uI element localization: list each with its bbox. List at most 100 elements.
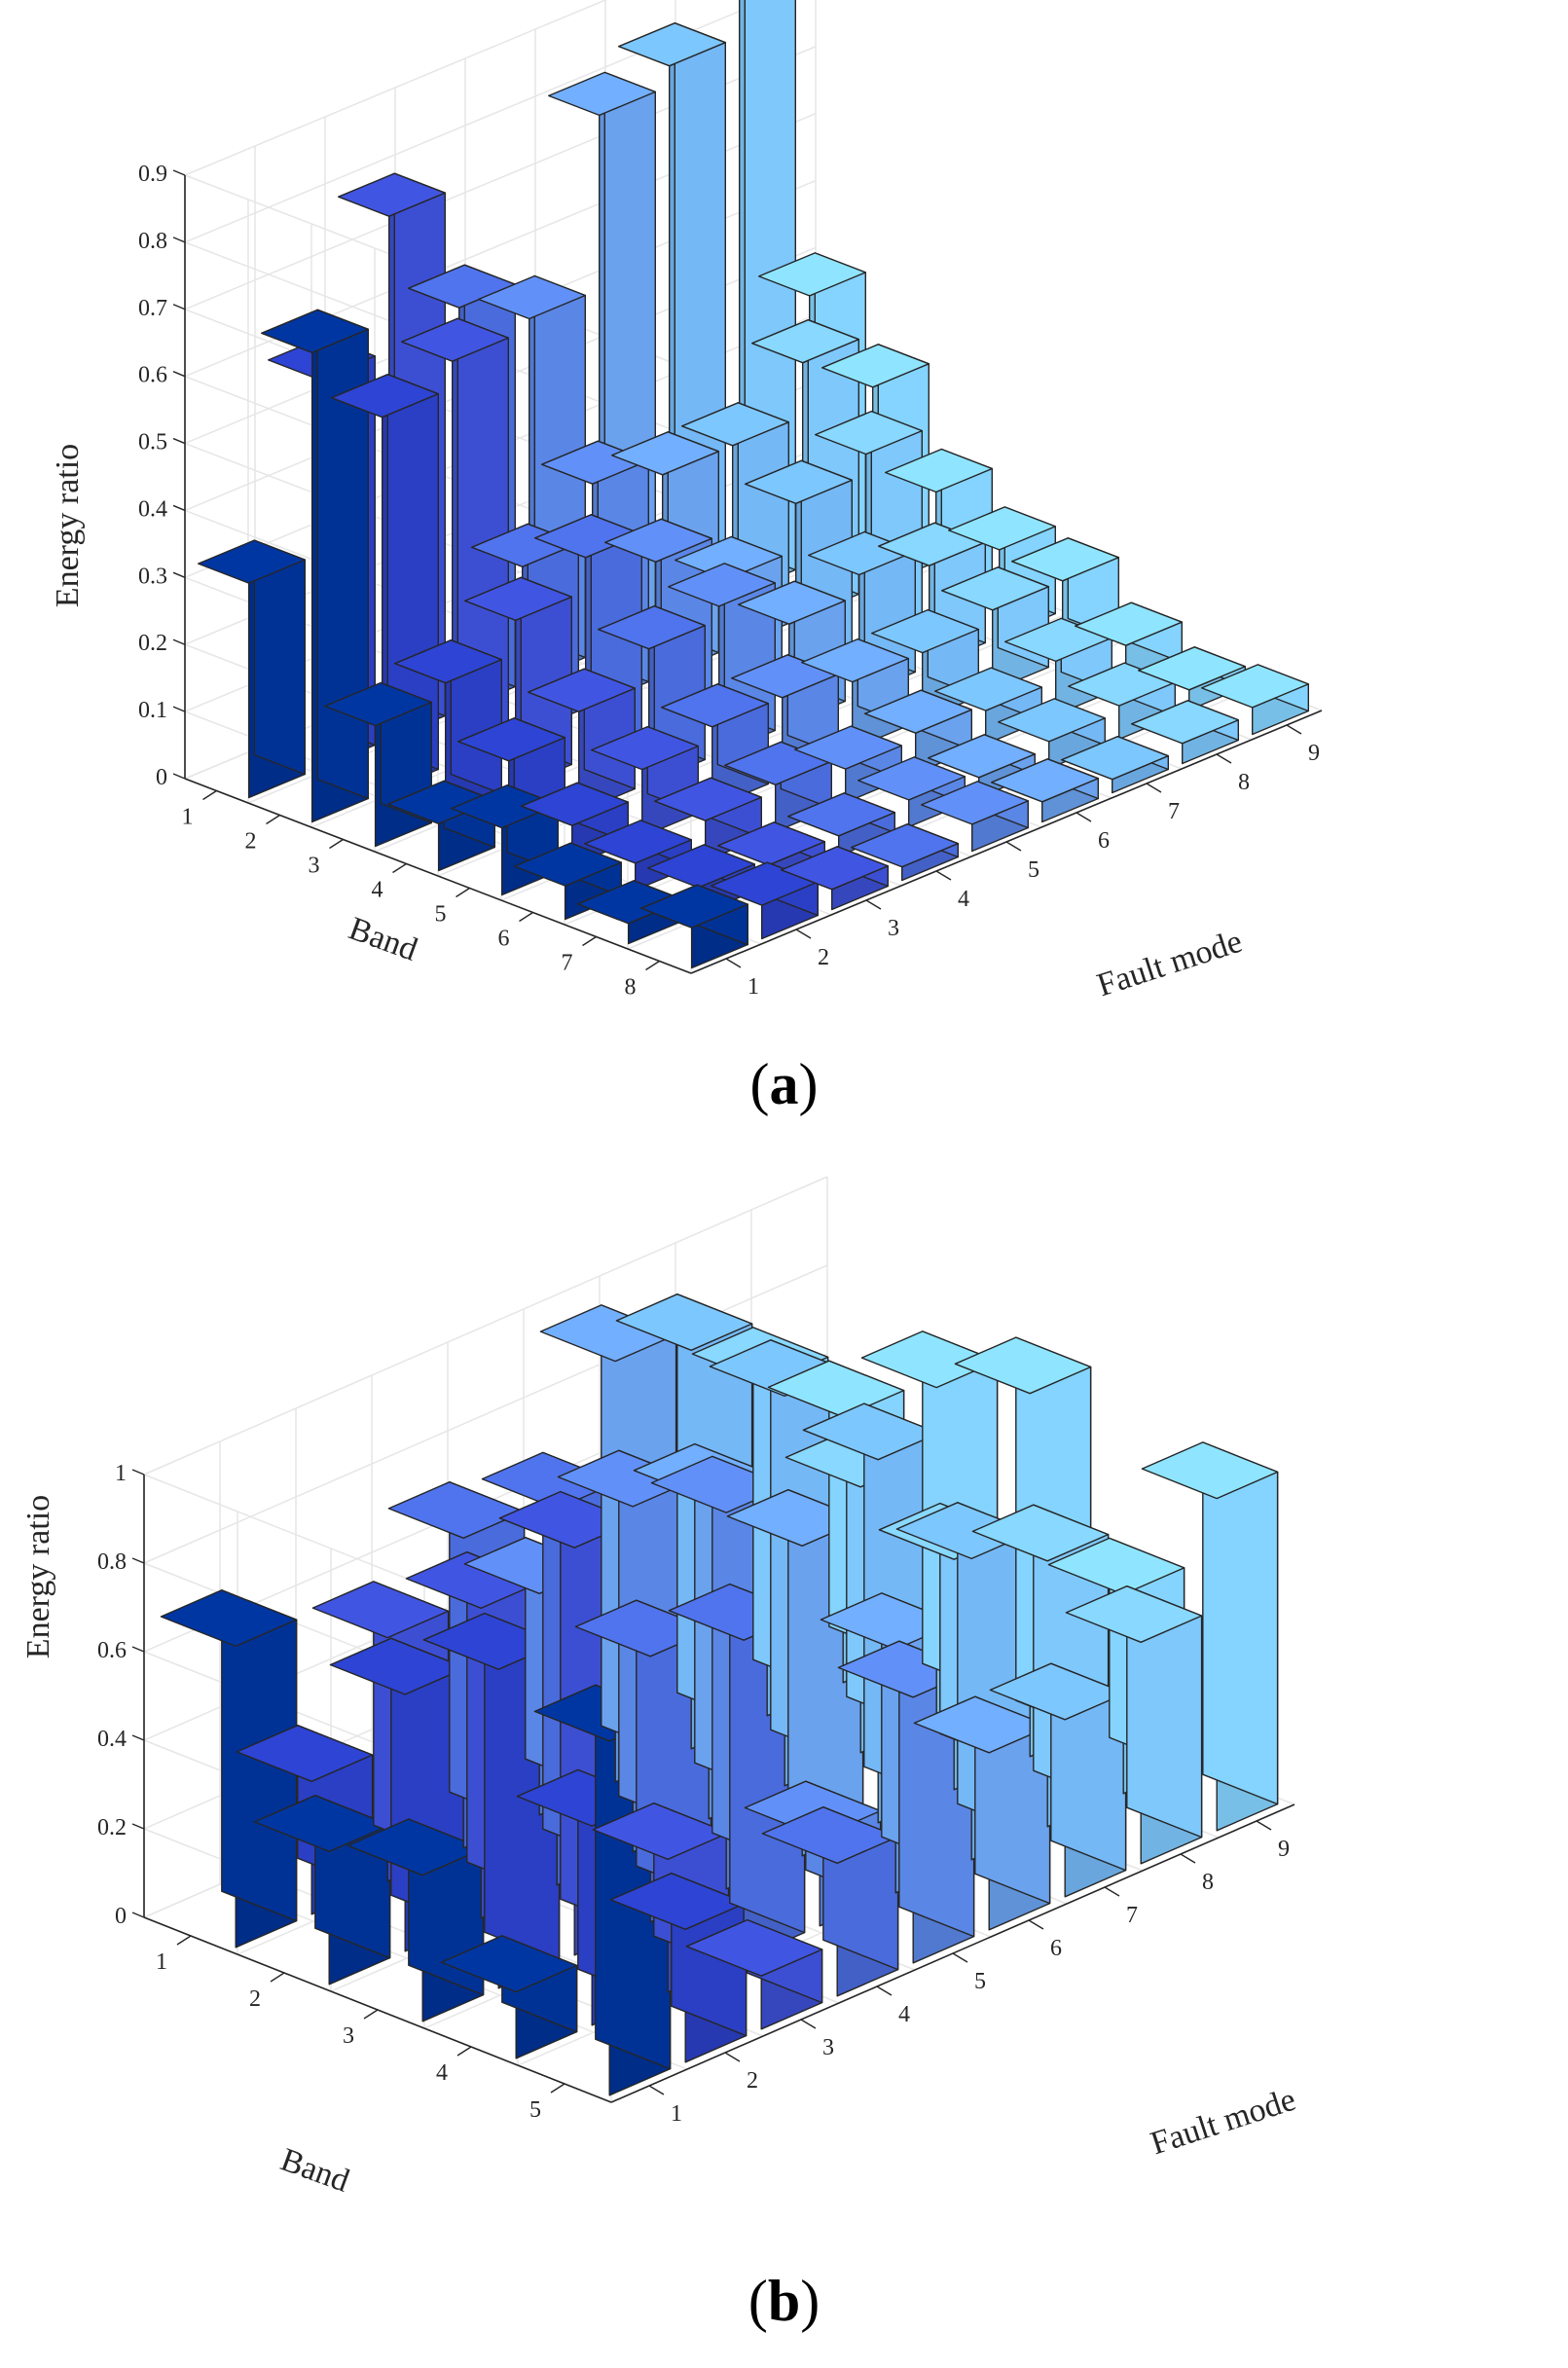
- bar-face: [528, 668, 636, 712]
- fault-tick-label: 3: [822, 2035, 834, 2060]
- fault-axis-label: Fault mode: [1093, 924, 1247, 1004]
- z-tick-label: 0.6: [138, 363, 167, 388]
- chart-b: 0 0.2 0.4 0.6 0.8 1 1 2 3 4 5 1 2 3 4 5 6 7 8 9 Energy ratio…: [20, 1176, 1300, 2200]
- caption-b: (b): [748, 2269, 820, 2333]
- bar-face: [457, 717, 565, 762]
- band-axis-label: Band: [276, 2141, 354, 2199]
- fault-tick-label: 5: [974, 1969, 986, 1994]
- bar-face: [954, 1336, 1092, 1395]
- bar-face: [548, 71, 656, 117]
- z-tick-label: 0.4: [138, 496, 167, 522]
- bar-face: [857, 756, 966, 801]
- bar: [997, 698, 1107, 770]
- bar-face: [521, 782, 629, 826]
- bar-face: [647, 844, 755, 889]
- band-tick-label: 2: [249, 1986, 261, 2012]
- bar-face: [681, 402, 789, 447]
- bar: [324, 681, 432, 848]
- bar-face: [160, 1589, 298, 1648]
- z-tick-label: 0.8: [138, 229, 167, 254]
- bar-face: [661, 683, 769, 728]
- bar-face: [921, 781, 1030, 825]
- bar: [913, 1695, 1051, 1931]
- bars: [160, 1293, 1279, 2096]
- z-tick-label: 0.2: [138, 631, 167, 656]
- z-tick-label: 1: [115, 1461, 127, 1486]
- bar: [851, 823, 959, 882]
- bar: [661, 683, 769, 809]
- bar-face: [640, 884, 748, 929]
- bar-face: [1074, 601, 1184, 646]
- bar-face: [787, 792, 895, 837]
- bar-face: [851, 823, 959, 868]
- bar: [781, 846, 889, 911]
- z-tick-label: 0.4: [97, 1727, 127, 1752]
- bar-face: [236, 1725, 374, 1782]
- fault-tick-label: 3: [888, 916, 899, 941]
- band-axis-line: [184, 778, 692, 974]
- band-tick-label: 3: [343, 2023, 354, 2049]
- bar-face: [751, 319, 859, 364]
- bar-face: [821, 344, 930, 388]
- bar: [989, 1662, 1127, 1898]
- bars: [197, 0, 1310, 969]
- band-tick-label: 5: [529, 2097, 541, 2123]
- band-tick-label: 3: [309, 854, 320, 879]
- bar: [794, 725, 902, 804]
- bar-face: [1137, 646, 1247, 691]
- bar: [991, 758, 1100, 823]
- bar: [440, 1935, 578, 2059]
- band-tick-label: 1: [182, 805, 194, 830]
- bar-face: [440, 1935, 578, 1993]
- bar-face: [668, 563, 776, 607]
- z-tick-label: 0.8: [97, 1549, 127, 1575]
- bar-face: [997, 698, 1107, 743]
- fault-tick-label: 6: [1098, 828, 1110, 854]
- bar: [761, 1806, 899, 1997]
- fault-tick-label: 9: [1308, 741, 1320, 766]
- fault-tick-label: 8: [1202, 1870, 1214, 1895]
- bar-face: [401, 317, 509, 362]
- bar-face: [611, 431, 719, 476]
- bar: [1130, 700, 1240, 765]
- fault-tick-label: 8: [1238, 770, 1250, 795]
- bar-face: [781, 846, 889, 891]
- z-tick-label: 0.7: [138, 296, 167, 321]
- band-tick-label: 4: [436, 2060, 448, 2086]
- bar-face: [1200, 664, 1310, 709]
- z-tick-label: 0.1: [138, 698, 167, 723]
- fault-tick-label: 1: [671, 2101, 682, 2127]
- bar-face: [745, 459, 853, 504]
- bar-face: [801, 638, 909, 683]
- bar-face: [885, 448, 993, 493]
- bar-face: [464, 576, 572, 621]
- bar-face: [394, 639, 502, 684]
- z-tick-label: 0.3: [138, 564, 167, 589]
- chart-a: 0 0.1 0.2 0.3 0.4 0.5 0.6 0.7 0.8 0.9 1 2 3 4 5 6 7 8 1 2 3 4…: [50, 0, 1323, 1004]
- fault-axis-label: Fault mode: [1147, 2082, 1300, 2163]
- band-tick-label: 5: [435, 902, 447, 928]
- bar-face: [331, 374, 439, 419]
- bar-face: [311, 1581, 450, 1639]
- bar-face: [1130, 700, 1240, 745]
- bar-face: [514, 842, 622, 887]
- bar-face: [1141, 1441, 1279, 1500]
- z-tick-label: 0.2: [97, 1815, 127, 1840]
- bar-face: [794, 725, 902, 770]
- bar: [160, 1589, 298, 1949]
- z-tick-label: 0: [156, 765, 167, 790]
- bar-face: [864, 689, 972, 734]
- bar: [1141, 1441, 1279, 1832]
- bar-face: [197, 539, 306, 584]
- bar-face: [738, 580, 846, 625]
- bar-face: [1065, 1585, 1203, 1643]
- fault-tick-label: 9: [1278, 1837, 1290, 1862]
- bar-face: [598, 605, 706, 650]
- bar-face: [941, 566, 1050, 611]
- fault-tick-label: 2: [747, 2068, 758, 2094]
- band-tick-label: 6: [498, 927, 510, 952]
- bar-face: [971, 1504, 1110, 1562]
- fault-tick-label: 2: [818, 945, 829, 970]
- bar-face: [478, 274, 586, 320]
- bar-face: [815, 410, 923, 455]
